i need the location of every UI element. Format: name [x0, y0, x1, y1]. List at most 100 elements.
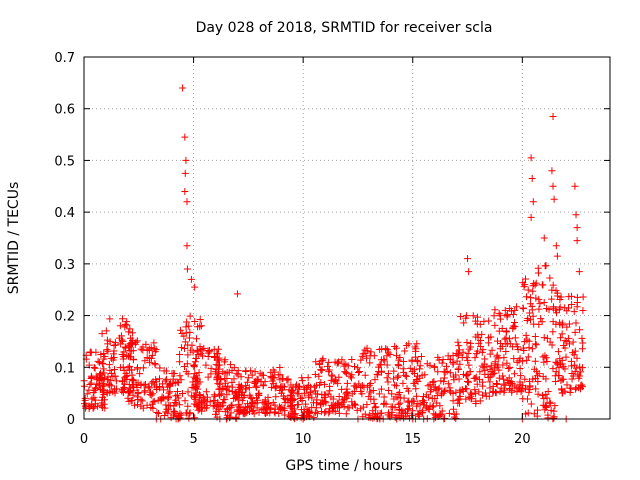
data-point: [137, 380, 145, 388]
data-point: [541, 352, 549, 360]
data-point: [200, 344, 208, 352]
data-point: [300, 389, 308, 397]
data-point: [111, 338, 119, 346]
data-point: [417, 353, 425, 361]
data-point: [355, 367, 363, 375]
data-point: [348, 356, 356, 364]
data-point: [281, 399, 289, 407]
data-point: [179, 84, 187, 92]
data-point: [343, 369, 351, 377]
data-point: [241, 385, 249, 393]
data-point: [88, 373, 96, 381]
y-axis-ticks: 0 0.1 0.2 0.3 0.4 0.5 0.6 0.7: [54, 51, 610, 428]
data-point: [259, 382, 267, 390]
data-point: [183, 265, 191, 273]
data-point: [93, 376, 101, 384]
data-point: [321, 380, 329, 388]
data-point: [152, 378, 160, 386]
data-point: [277, 389, 285, 397]
data-point: [401, 347, 409, 355]
data-point: [464, 377, 472, 385]
data-point: [270, 374, 278, 382]
data-point: [193, 385, 201, 393]
data-point: [547, 406, 555, 414]
data-point: [508, 388, 516, 396]
chart-title: Day 028 of 2018, SRMTID for receiver scl…: [196, 20, 493, 36]
data-point: [130, 376, 138, 384]
data-point: [183, 198, 191, 206]
data-point: [523, 395, 531, 403]
data-point: [434, 368, 442, 376]
data-point: [335, 393, 343, 401]
data-point: [532, 385, 540, 393]
data-point: [133, 365, 141, 373]
data-point: [184, 388, 192, 396]
data-point: [526, 300, 534, 308]
data-point: [531, 357, 539, 365]
data-point: [435, 412, 443, 420]
data-point: [91, 384, 99, 392]
data-point: [317, 366, 325, 374]
data-point: [425, 393, 433, 401]
data-point: [440, 378, 448, 386]
data-point: [225, 368, 233, 376]
data-point: [573, 224, 581, 232]
data-point: [255, 408, 263, 416]
data-point: [178, 389, 186, 397]
data-point: [96, 381, 104, 389]
data-point: [571, 368, 579, 376]
data-point: [181, 169, 189, 177]
data-point: [502, 340, 510, 348]
data-point: [529, 375, 537, 383]
data-point: [156, 364, 164, 372]
data-point: [571, 328, 579, 336]
data-point: [193, 403, 201, 411]
data-point: [518, 385, 526, 393]
data-point: [519, 305, 527, 313]
data-point: [228, 401, 236, 409]
data-point: [215, 354, 223, 362]
data-point: [553, 289, 561, 297]
data-point: [191, 370, 199, 378]
data-point: [129, 377, 137, 385]
data-point: [262, 409, 270, 417]
data-point: [496, 387, 504, 395]
data-point: [248, 371, 256, 379]
data-point: [459, 348, 467, 356]
data-point: [182, 329, 190, 337]
data-point: [217, 376, 225, 384]
data-point: [297, 406, 305, 414]
data-point: [205, 348, 213, 356]
data-point: [272, 383, 280, 391]
data-point: [311, 408, 319, 416]
data-point: [155, 410, 163, 418]
data-point: [119, 315, 127, 323]
data-point: [549, 281, 557, 289]
data-point: [124, 364, 132, 372]
data-point: [354, 368, 362, 376]
data-point: [224, 382, 232, 390]
data-point: [576, 363, 584, 371]
data-point: [579, 306, 587, 314]
data-point: [552, 368, 560, 376]
data-point: [556, 334, 564, 342]
data-point: [473, 380, 481, 388]
data-point: [286, 397, 294, 405]
data-point: [318, 391, 326, 399]
data-point: [85, 402, 93, 410]
data-point: [492, 389, 500, 397]
data-point: [137, 396, 145, 404]
data-point: [139, 343, 147, 351]
data-point: [423, 360, 431, 368]
data-point: [456, 393, 464, 401]
data-point: [338, 356, 346, 364]
data-point: [335, 373, 343, 381]
data-point: [248, 395, 256, 403]
data-point: [87, 348, 95, 356]
data-point: [118, 387, 126, 395]
data-point: [513, 358, 521, 366]
data-point: [258, 371, 266, 379]
data-point: [143, 346, 151, 354]
data-point: [304, 381, 312, 389]
data-point: [380, 357, 388, 365]
